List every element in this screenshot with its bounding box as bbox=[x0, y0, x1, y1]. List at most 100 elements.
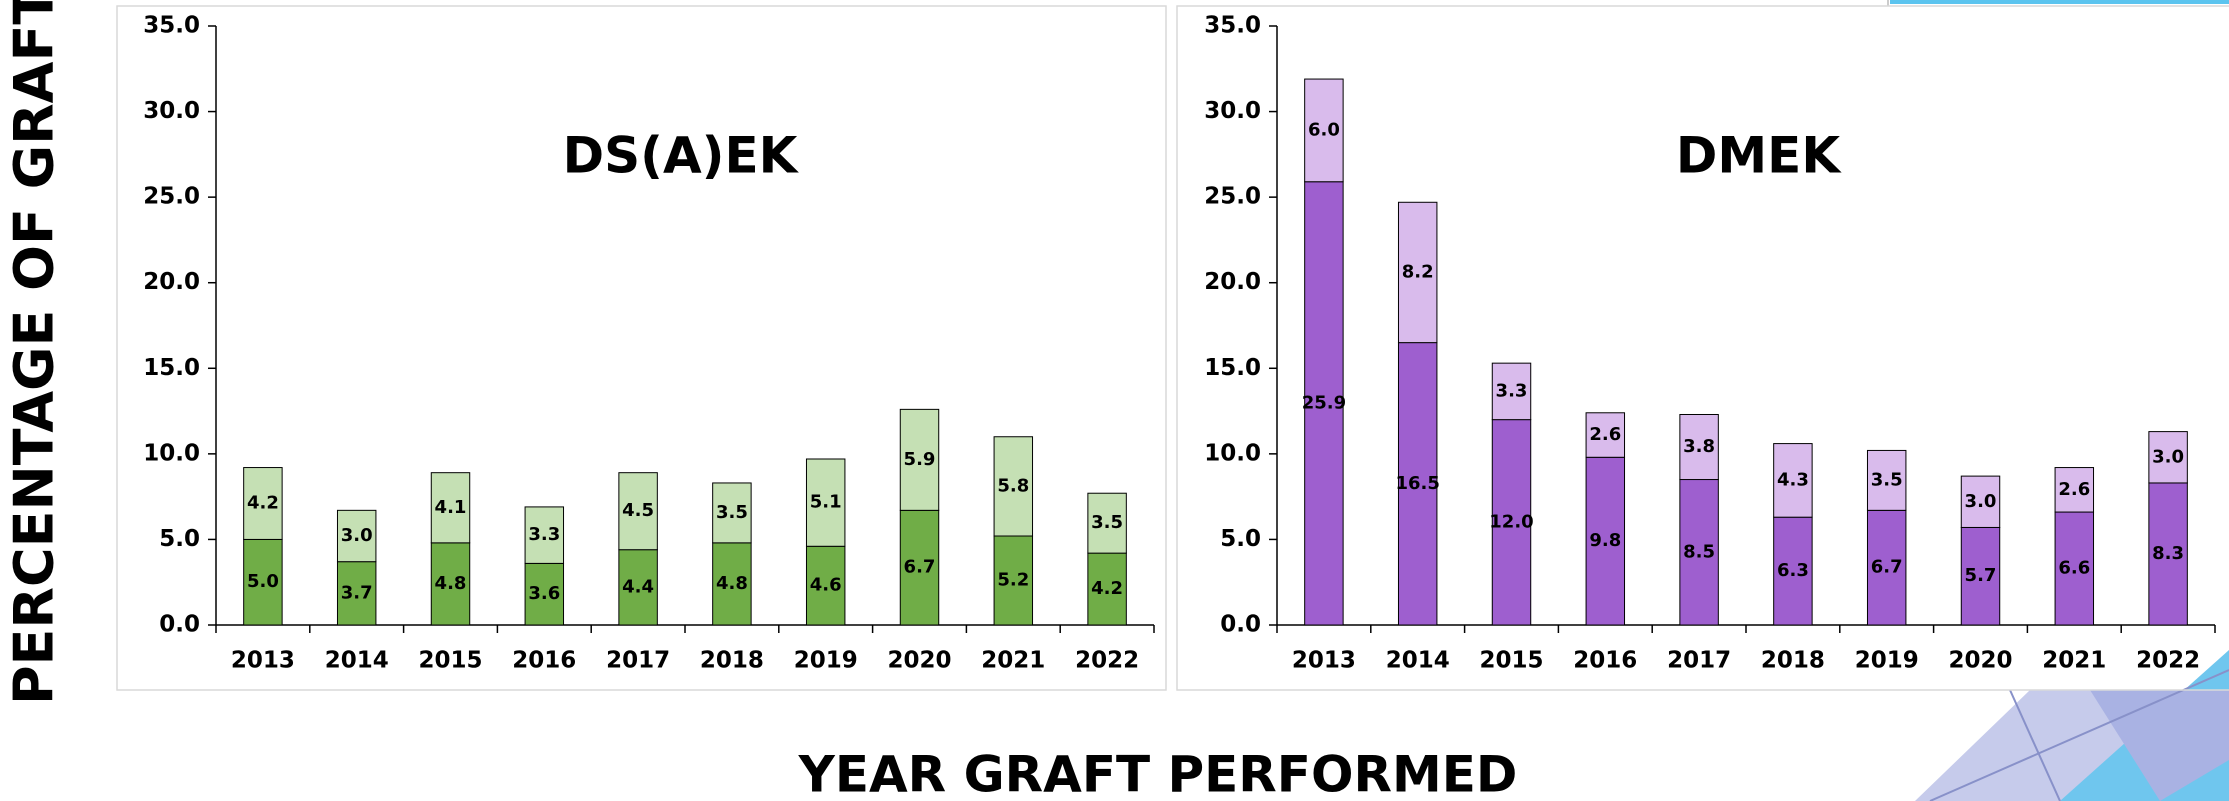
x-tick-label: 2016 bbox=[1573, 648, 1637, 674]
data-label: 4.2 bbox=[1091, 578, 1123, 599]
y-tick-label: 0.0 bbox=[1220, 612, 1261, 638]
x-tick-label: 2021 bbox=[981, 648, 1045, 674]
x-tick-label: 2014 bbox=[325, 648, 389, 674]
data-label: 5.9 bbox=[904, 449, 936, 470]
data-label: 3.0 bbox=[341, 525, 373, 546]
chart-title: DMEK bbox=[1676, 127, 1842, 185]
x-tick-label: 2016 bbox=[512, 648, 576, 674]
bar-segment bbox=[712, 542, 752, 626]
y-tick-label: 10.0 bbox=[143, 440, 200, 466]
bar-segment bbox=[618, 472, 658, 551]
data-label: 12.0 bbox=[1489, 511, 1533, 532]
y-tick-label: 25.0 bbox=[1204, 184, 1261, 210]
data-label: 9.8 bbox=[1589, 530, 1621, 551]
data-label: 2.6 bbox=[2058, 479, 2090, 500]
y-tick-label: 10.0 bbox=[1204, 440, 1261, 466]
bar-segment bbox=[899, 509, 940, 626]
y-tick-label: 35.0 bbox=[143, 13, 200, 39]
x-tick-label: 2013 bbox=[1292, 648, 1356, 674]
x-tick-label: 2017 bbox=[606, 648, 670, 674]
bar-segment bbox=[1679, 413, 1719, 481]
chart-panel bbox=[116, 5, 1167, 691]
bar-segment bbox=[1866, 449, 1907, 511]
chart-panel bbox=[1176, 5, 2229, 691]
data-label: 6.0 bbox=[1308, 119, 1340, 140]
y-tick-label: 35.0 bbox=[1204, 13, 1261, 39]
bar-segment bbox=[336, 509, 377, 563]
y-axis-label: PERCENTAGE OF GRAFTS bbox=[3, 0, 66, 705]
bar-segment bbox=[993, 436, 1034, 537]
data-label: 3.5 bbox=[1871, 469, 1903, 490]
data-label: 4.8 bbox=[716, 573, 748, 594]
x-tick-label: 2013 bbox=[231, 648, 295, 674]
bar-segment bbox=[1960, 475, 2001, 528]
bar-segment bbox=[1397, 201, 1438, 344]
decor bbox=[1890, 0, 2229, 4]
decor bbox=[2090, 690, 2229, 801]
y-tick-label: 30.0 bbox=[1204, 98, 1261, 124]
x-tick-label: 2018 bbox=[700, 648, 764, 674]
bar-segment bbox=[1773, 443, 1813, 518]
data-label: 2.6 bbox=[1589, 424, 1621, 445]
bar-segment bbox=[524, 506, 565, 564]
data-label: 4.6 bbox=[810, 575, 842, 596]
bar-segment bbox=[1679, 479, 1719, 626]
data-label: 8.5 bbox=[1683, 541, 1715, 562]
bar-segment bbox=[1773, 516, 1813, 626]
y-tick-label: 5.0 bbox=[1220, 526, 1261, 552]
bar-segment bbox=[899, 408, 940, 511]
bar-segment bbox=[2148, 431, 2188, 484]
y-tick-label: 0.0 bbox=[159, 612, 200, 638]
data-label: 4.5 bbox=[622, 500, 654, 521]
bar-segment bbox=[805, 458, 846, 547]
chart-title: DS(A)EK bbox=[563, 127, 800, 185]
x-tick-label: 2020 bbox=[1948, 648, 2012, 674]
y-tick-label: 5.0 bbox=[159, 526, 200, 552]
data-label: 5.7 bbox=[1965, 565, 1997, 586]
data-label: 16.5 bbox=[1395, 473, 1439, 494]
data-label: 6.6 bbox=[2058, 558, 2090, 579]
data-label: 6.7 bbox=[1871, 557, 1903, 578]
y-tick-label: 20.0 bbox=[1204, 269, 1261, 295]
bar-segment bbox=[1585, 456, 1626, 626]
data-label: 3.3 bbox=[528, 524, 560, 545]
data-label: 5.1 bbox=[810, 492, 842, 513]
bar-segment bbox=[1304, 181, 1344, 626]
data-label: 3.6 bbox=[528, 583, 560, 604]
x-tick-label: 2018 bbox=[1761, 648, 1825, 674]
data-label: 3.5 bbox=[716, 502, 748, 523]
y-tick-label: 25.0 bbox=[143, 184, 200, 210]
bar-segment bbox=[1087, 552, 1127, 626]
data-label: 8.2 bbox=[1402, 261, 1434, 282]
bar-segment bbox=[618, 549, 658, 626]
bar-segment bbox=[243, 467, 283, 540]
data-label: 4.4 bbox=[622, 576, 654, 597]
data-label: 4.8 bbox=[435, 573, 467, 594]
bar-segment bbox=[1087, 492, 1127, 554]
data-label: 3.8 bbox=[1683, 436, 1715, 457]
decor bbox=[1929, 669, 2229, 801]
data-label: 5.2 bbox=[997, 570, 1029, 591]
x-axis-label: YEAR GRAFT PERFORMED bbox=[798, 746, 1518, 801]
data-label: 5.8 bbox=[997, 475, 1029, 496]
y-tick-label: 15.0 bbox=[143, 355, 200, 381]
bar-segment bbox=[524, 562, 565, 626]
data-label: 6.7 bbox=[904, 557, 936, 578]
bar-segment bbox=[336, 561, 377, 626]
x-tick-label: 2019 bbox=[1855, 648, 1919, 674]
bar-segment bbox=[1585, 412, 1626, 458]
x-tick-label: 2020 bbox=[887, 648, 951, 674]
data-label: 3.5 bbox=[1091, 512, 1123, 533]
bar-segment bbox=[243, 538, 283, 626]
data-label: 3.0 bbox=[1965, 491, 1997, 512]
bar-segment bbox=[1397, 342, 1438, 626]
decor bbox=[2009, 689, 2061, 801]
bar-segment bbox=[2054, 467, 2095, 513]
bar-segment bbox=[805, 545, 846, 626]
bar-segment bbox=[1491, 362, 1532, 421]
x-tick-label: 2014 bbox=[1386, 648, 1450, 674]
data-label: 4.1 bbox=[435, 497, 467, 518]
bar-segment bbox=[712, 482, 752, 544]
